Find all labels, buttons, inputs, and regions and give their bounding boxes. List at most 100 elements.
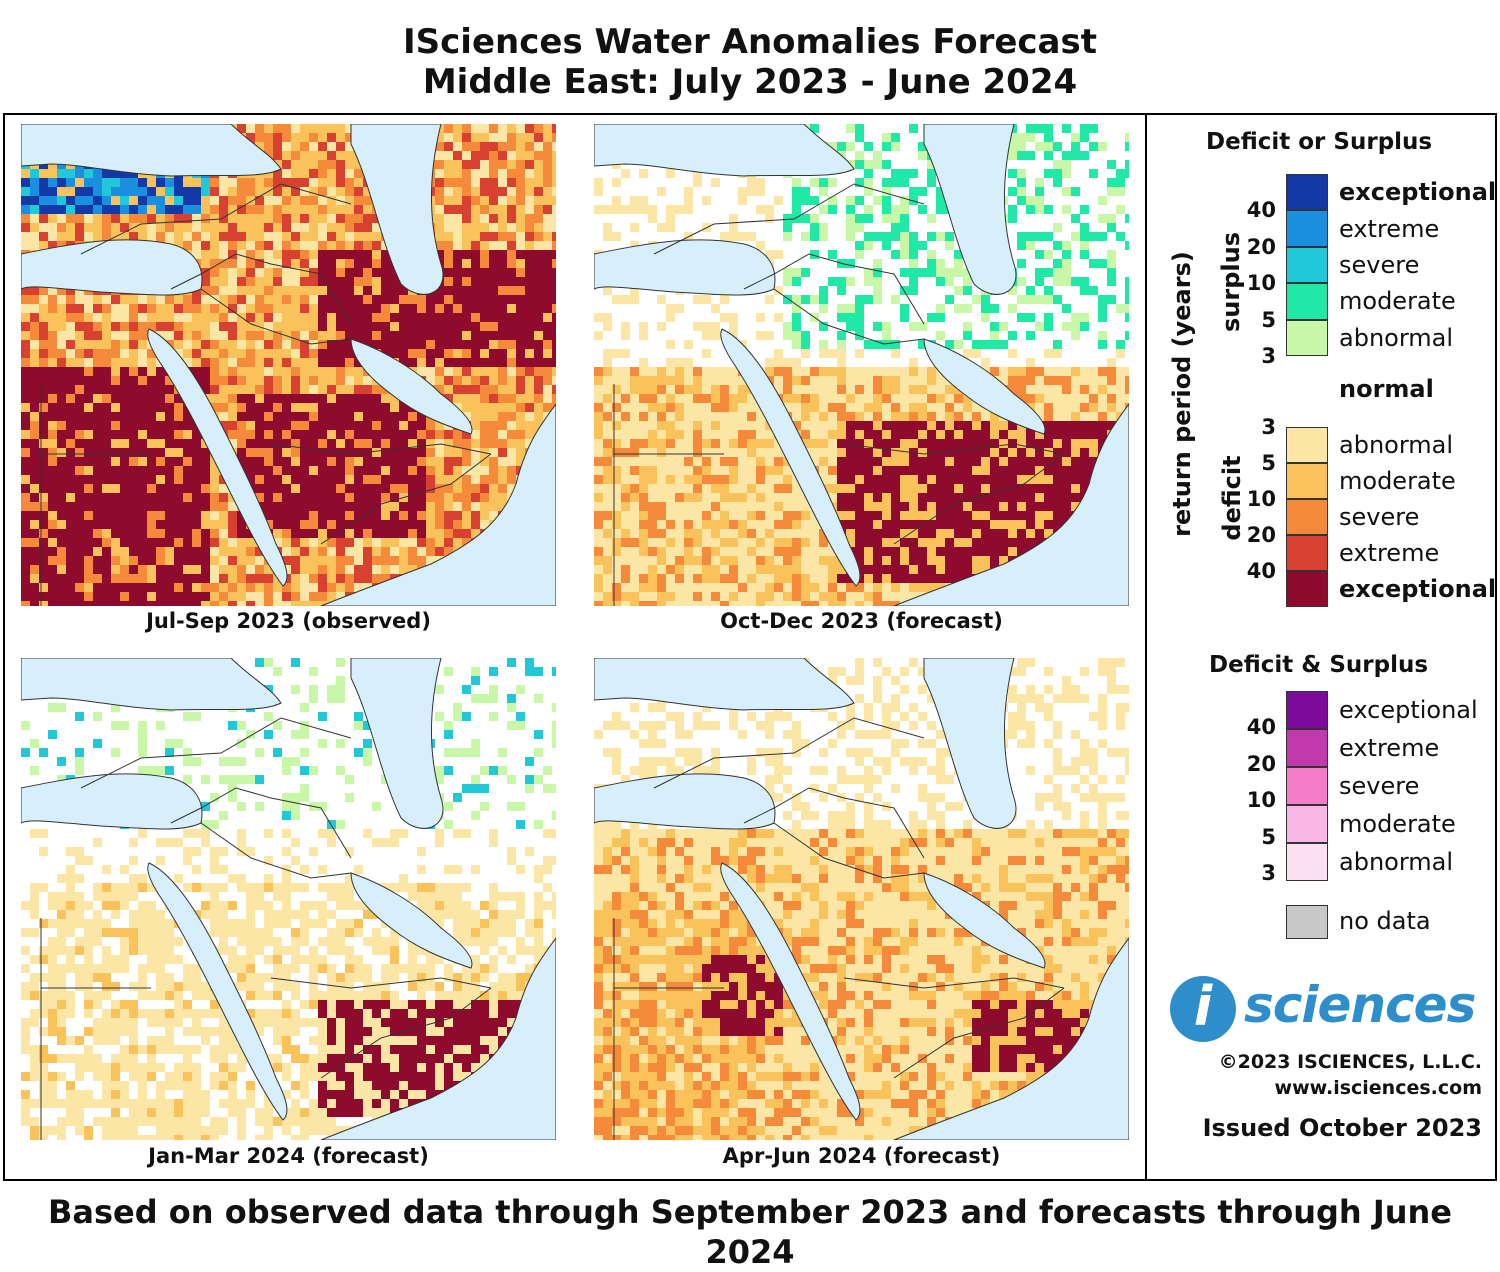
anomaly-cell <box>594 178 603 187</box>
anomaly-cell <box>882 232 891 241</box>
anomaly-cell <box>264 592 273 601</box>
anomaly-cell <box>147 574 156 583</box>
anomaly-cell <box>354 565 363 574</box>
anomaly-cell <box>255 439 264 448</box>
anomaly-cell <box>480 331 489 340</box>
anomaly-cell <box>810 448 819 457</box>
anomaly-cell <box>363 439 372 448</box>
anomaly-cell <box>282 403 291 412</box>
anomaly-cell <box>102 214 111 223</box>
anomaly-cell <box>480 304 489 313</box>
anomaly-cell <box>282 250 291 259</box>
anomaly-cell <box>552 196 556 205</box>
anomaly-cell <box>282 556 291 565</box>
anomaly-cell <box>30 358 39 367</box>
anomaly-cell <box>183 196 192 205</box>
anomaly-cell <box>57 214 66 223</box>
anomaly-cell <box>462 349 471 358</box>
anomaly-cell <box>129 592 138 601</box>
anomaly-cell <box>192 520 201 529</box>
anomaly-cell <box>66 439 75 448</box>
anomaly-cell <box>1026 286 1035 295</box>
anomaly-cell <box>639 484 648 493</box>
anomaly-cell <box>462 340 471 349</box>
anomaly-cell <box>93 601 102 606</box>
anomaly-cell <box>264 574 273 583</box>
anomaly-cell <box>471 340 480 349</box>
anomaly-cell <box>927 448 936 457</box>
anomaly-cell <box>882 142 891 151</box>
anomaly-cell <box>603 205 612 214</box>
anomaly-cell <box>282 394 291 403</box>
anomaly-cell <box>84 466 93 475</box>
anomaly-cell <box>210 574 219 583</box>
anomaly-cell <box>936 259 945 268</box>
anomaly-cell <box>327 520 336 529</box>
anomaly-cell <box>174 538 183 547</box>
anomaly-cell <box>102 484 111 493</box>
anomaly-cell <box>999 322 1008 331</box>
anomaly-cell <box>453 151 462 160</box>
anomaly-cell <box>480 268 489 277</box>
anomaly-cell <box>846 214 855 223</box>
map-caption-jul-sep-2023: Jul-Sep 2023 (observed) <box>146 609 431 633</box>
anomaly-cell <box>462 493 471 502</box>
anomaly-cell <box>972 439 981 448</box>
anomaly-cell <box>693 376 702 385</box>
anomaly-cell <box>657 520 666 529</box>
anomaly-cell <box>336 187 345 196</box>
anomaly-cell <box>327 511 336 520</box>
anomaly-cell <box>435 313 444 322</box>
anomaly-cell <box>1044 511 1053 520</box>
country-border <box>40 384 151 606</box>
anomaly-cell <box>66 367 75 376</box>
anomaly-cell <box>1026 358 1035 367</box>
anomaly-cell <box>336 295 345 304</box>
anomaly-cell <box>630 457 639 466</box>
anomaly-cell <box>516 151 525 160</box>
anomaly-cell <box>828 277 837 286</box>
anomaly-cell <box>1035 493 1044 502</box>
anomaly-cell <box>525 187 534 196</box>
anomaly-cell <box>309 151 318 160</box>
anomaly-cell <box>48 322 57 331</box>
anomaly-cell <box>84 376 93 385</box>
anomaly-cell <box>66 574 75 583</box>
anomaly-cell <box>498 169 507 178</box>
anomaly-cell <box>666 430 675 439</box>
anomaly-cell <box>1053 511 1062 520</box>
anomaly-cell <box>648 430 657 439</box>
anomaly-cell <box>219 277 228 286</box>
anomaly-cell <box>57 520 66 529</box>
anomaly-cell <box>1107 277 1116 286</box>
anomaly-cell <box>471 475 480 484</box>
anomaly-cell <box>675 484 684 493</box>
anomaly-cell <box>837 439 846 448</box>
anomaly-cell <box>165 466 174 475</box>
anomaly-cell <box>363 547 372 556</box>
anomaly-cell <box>1125 160 1129 169</box>
anomaly-cell <box>480 205 489 214</box>
anomaly-cell <box>792 376 801 385</box>
anomaly-cell <box>156 529 165 538</box>
anomaly-cell <box>291 169 300 178</box>
anomaly-cell <box>93 178 102 187</box>
anomaly-cell <box>75 349 84 358</box>
anomaly-cell <box>246 439 255 448</box>
anomaly-cell <box>327 142 336 151</box>
anomaly-cell <box>75 511 84 520</box>
anomaly-cell <box>120 448 129 457</box>
anomaly-cell <box>84 421 93 430</box>
anomaly-cell <box>471 520 480 529</box>
anomaly-cell <box>309 340 318 349</box>
anomaly-cell <box>156 187 165 196</box>
anomaly-cell <box>552 340 556 349</box>
anomaly-cell <box>111 214 120 223</box>
anomaly-cell <box>891 448 900 457</box>
anomaly-cell <box>111 484 120 493</box>
anomaly-cell <box>318 556 327 565</box>
anomaly-cell <box>102 295 111 304</box>
anomaly-cell <box>1026 493 1035 502</box>
anomaly-cell <box>300 439 309 448</box>
anomaly-cell <box>543 403 552 412</box>
